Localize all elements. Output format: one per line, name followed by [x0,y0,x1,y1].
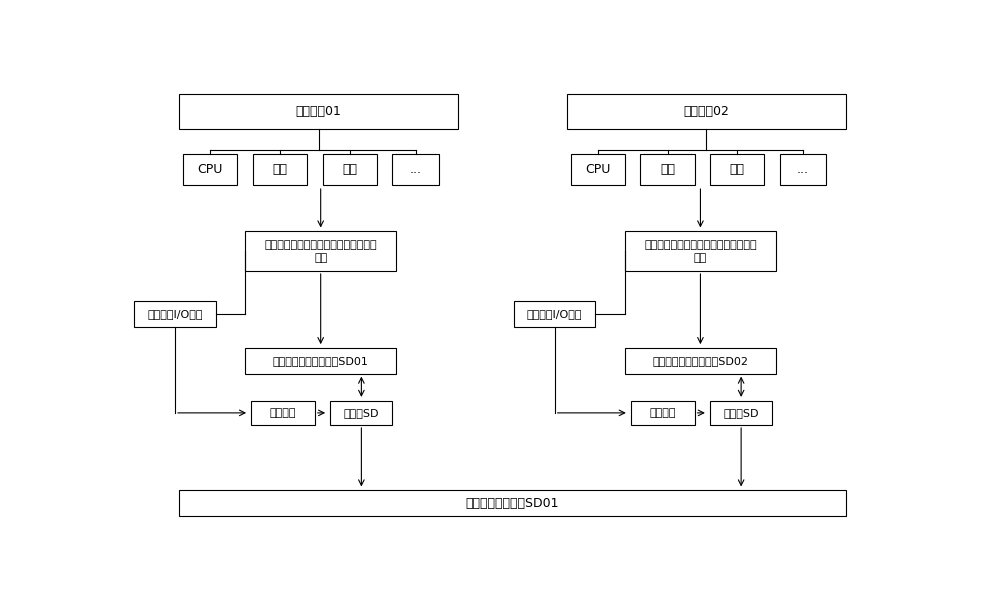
Bar [625,348,776,374]
Text: 虚拟化SD: 虚拟化SD [723,408,759,418]
Text: 内存: 内存 [660,163,675,176]
Text: 通用环境下分区和整合系统的虚拟主机
软件: 通用环境下分区和整合系统的虚拟主机 软件 [264,239,377,263]
Text: 内存: 内存 [272,163,288,176]
Bar [330,401,392,425]
Text: 物理网卡: 物理网卡 [650,408,676,418]
Bar [640,155,695,185]
Bar [134,301,216,327]
Bar [251,401,315,425]
Bar [710,155,764,185]
Text: 物理设备02: 物理设备02 [683,105,729,118]
Bar [253,155,307,185]
Bar [625,231,776,271]
Bar [323,155,377,185]
Bar [179,94,458,128]
Text: ...: ... [797,163,809,176]
Text: ...: ... [410,163,422,176]
Text: 物理设备01: 物理设备01 [296,105,342,118]
Text: 支持双机热备的虚拟化SD01: 支持双机热备的虚拟化SD01 [273,356,369,366]
Bar [392,155,439,185]
Text: 物理网卡: 物理网卡 [270,408,296,418]
Bar [710,401,772,425]
Text: CPU: CPU [198,163,223,176]
Bar [183,155,237,185]
Text: 硬盘: 硬盘 [342,163,357,176]
Bar [245,348,396,374]
Text: 通用环境下分区和整合系统的虚拟主机
软件: 通用环境下分区和整合系统的虚拟主机 软件 [644,239,757,263]
Bar [179,490,846,516]
Bar [631,401,695,425]
Bar [571,155,625,185]
Bar [567,94,846,128]
Bar [780,155,826,185]
Text: 双机热备的虚拟化SD01: 双机热备的虚拟化SD01 [466,497,559,510]
Text: 虚拟化SD: 虚拟化SD [344,408,379,418]
Bar [514,301,595,327]
Bar [245,231,396,271]
Text: 支持双机热备的虚拟化SD02: 支持双机热备的虚拟化SD02 [652,356,748,366]
Text: 直接访问I/O设备: 直接访问I/O设备 [527,309,582,319]
Text: 直接访问I/O设备: 直接访问I/O设备 [147,309,203,319]
Text: CPU: CPU [585,163,610,176]
Text: 硬盘: 硬盘 [730,163,745,176]
